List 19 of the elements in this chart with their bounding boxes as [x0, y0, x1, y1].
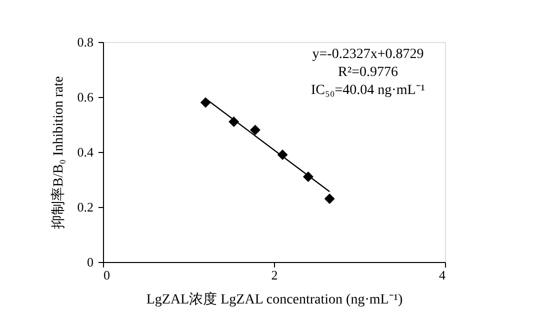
annotation: y=-0.2327x+0.8729	[312, 47, 424, 62]
y-tick-label: 0.6	[77, 90, 94, 104]
point	[250, 124, 260, 136]
y-tick-label: 0.8	[77, 34, 94, 50]
annotation: R²=0.9776	[338, 65, 398, 80]
y-tick-label: 0.4	[77, 144, 94, 160]
point	[302, 172, 314, 182]
point	[228, 116, 240, 127]
y-tick-label: 0	[87, 254, 94, 270]
y-tick-label: 0.2	[77, 200, 94, 214]
point	[277, 150, 288, 160]
y-axis-title: 抑制率B/B₀ Inhibition rate	[50, 76, 66, 229]
point	[200, 97, 211, 108]
x-tick-label: 0	[104, 268, 110, 282]
x-tick-label: 2	[271, 268, 278, 282]
annotation: IC₅₀=40.04 ng·mL⁻¹	[311, 83, 425, 98]
x-tick-label: 4	[439, 268, 446, 282]
x-axis-title: LgZAL浓度 LgZAL concentration (ng·mL⁻¹)	[146, 292, 403, 308]
point	[324, 194, 335, 204]
